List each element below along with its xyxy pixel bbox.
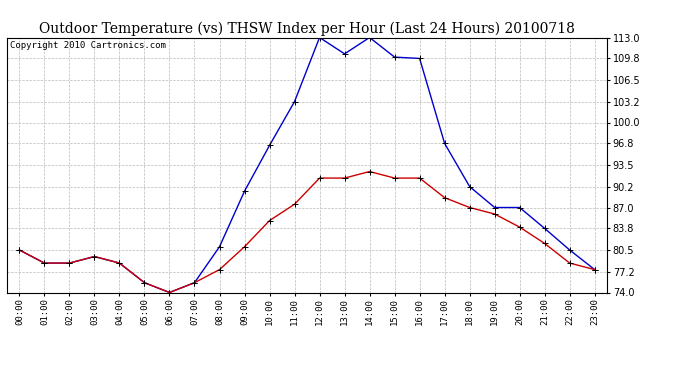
Text: Copyright 2010 Cartronics.com: Copyright 2010 Cartronics.com xyxy=(10,41,166,50)
Title: Outdoor Temperature (vs) THSW Index per Hour (Last 24 Hours) 20100718: Outdoor Temperature (vs) THSW Index per … xyxy=(39,22,575,36)
